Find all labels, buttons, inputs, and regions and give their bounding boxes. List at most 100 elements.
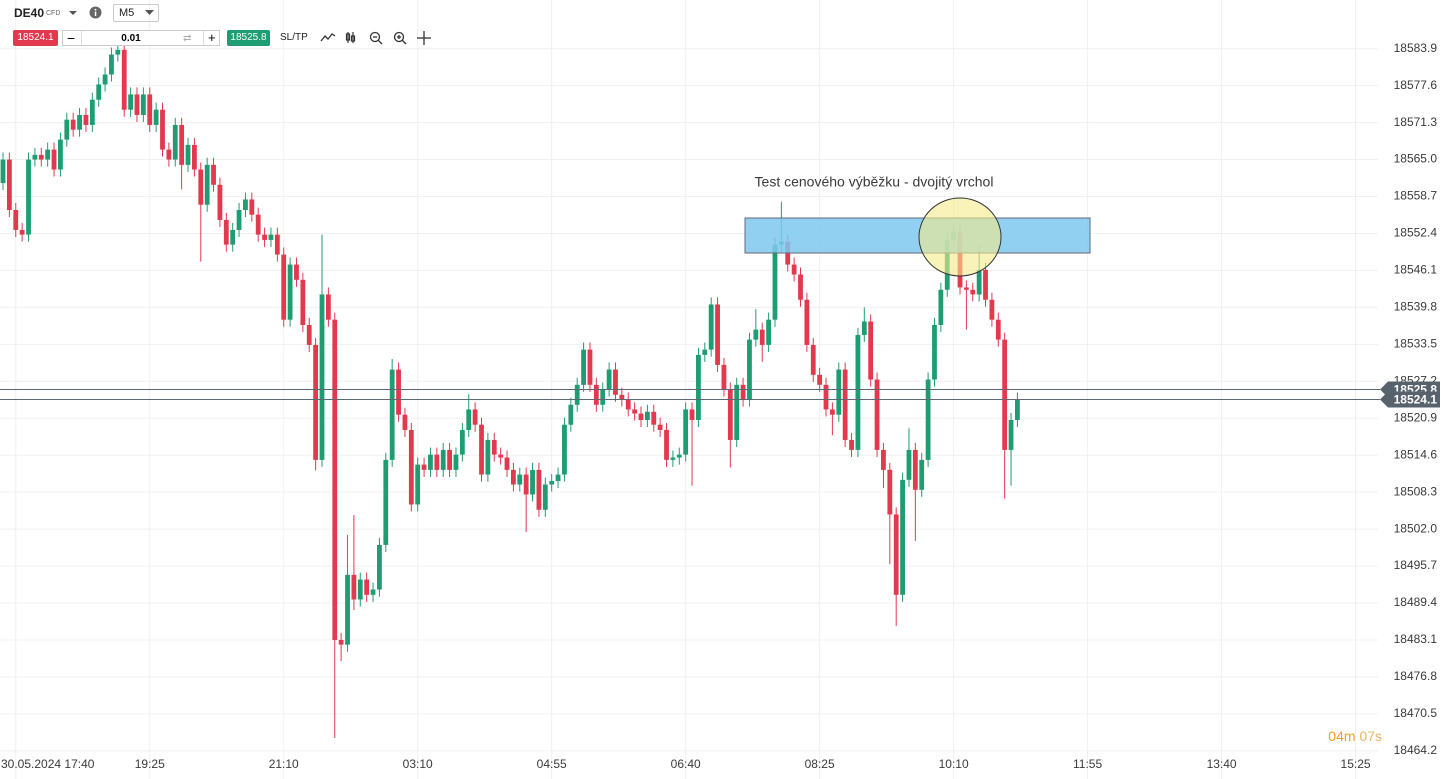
- candle-body: [747, 339, 752, 400]
- candle-body: [868, 321, 874, 380]
- candle-body: [89, 99, 95, 125]
- y-tick-label: 18565.0: [1394, 152, 1438, 166]
- x-tick-label: 11:55: [1073, 757, 1102, 771]
- candle-body: [204, 164, 210, 205]
- sltp-button[interactable]: SL/TP: [280, 32, 308, 43]
- symbol[interactable]: DE40: [14, 6, 45, 20]
- candle-body: [325, 294, 331, 320]
- candle-body: [300, 279, 306, 325]
- zone-rectangle: [744, 217, 1091, 254]
- candle-body: [657, 424, 663, 430]
- candle-body: [306, 324, 312, 345]
- candle-body: [19, 229, 25, 235]
- annotation-text: Test cenového výběžku - dvojitý vrchol: [755, 174, 994, 190]
- candle-body: [179, 124, 185, 165]
- candle-body: [766, 319, 771, 345]
- candle-body: [274, 234, 280, 255]
- y-tick-label: 18489.4: [1394, 595, 1438, 609]
- price-tag-label: 18524.1: [1394, 393, 1438, 407]
- sell-button[interactable]: 18524.1: [13, 30, 58, 46]
- candle-body: [900, 479, 905, 595]
- candle-body: [810, 344, 816, 375]
- plus-button[interactable]: +: [208, 30, 216, 45]
- x-tick-label: 06:40: [671, 757, 701, 771]
- y-tick-label: 18502.0: [1394, 521, 1438, 535]
- x-tick-label: 15:25: [1341, 757, 1371, 771]
- zoom-in-tool[interactable]: [393, 31, 407, 45]
- symbol-dropdown[interactable]: [68, 9, 78, 17]
- candle-body: [976, 269, 982, 295]
- candle-body: [613, 369, 618, 395]
- candle-body: [593, 384, 599, 405]
- candle-body: [855, 334, 861, 450]
- candle-body: [13, 210, 19, 230]
- candle-body: [128, 94, 133, 110]
- candle-body: [32, 154, 38, 160]
- candle-body: [485, 439, 491, 475]
- x-tick-label: 10:10: [939, 757, 969, 771]
- line-chart-tool[interactable]: [320, 33, 336, 42]
- candle-body: [772, 244, 778, 320]
- candle-body: [670, 457, 676, 460]
- y-tick-label: 18508.3: [1394, 484, 1438, 498]
- candle-body: [925, 379, 931, 460]
- candle-body: [447, 449, 452, 470]
- candle-body: [421, 464, 427, 470]
- candle-body: [625, 399, 631, 410]
- timeframe-select[interactable]: M5: [113, 4, 159, 22]
- candle-body: [268, 234, 274, 240]
- pan-tool[interactable]: [417, 31, 431, 45]
- candle-body: [102, 74, 108, 85]
- candle-body: [440, 449, 446, 470]
- candle-body: [402, 414, 408, 430]
- candle-body: [836, 369, 842, 415]
- candle-body: [77, 114, 82, 130]
- candle-body: [893, 514, 899, 595]
- candle-body: [377, 544, 382, 590]
- candle-body: [932, 324, 937, 380]
- candle-body: [58, 139, 63, 170]
- candle-timer: 04m 07s: [1328, 728, 1382, 744]
- candle-body: [632, 409, 638, 414]
- candle-body: [727, 389, 733, 440]
- candle-body: [983, 269, 988, 300]
- timeframe: M5: [119, 7, 135, 19]
- candle-body: [536, 469, 542, 510]
- zoom-out-tool[interactable]: [369, 31, 383, 45]
- candle-body: [523, 474, 529, 495]
- y-tick-label: 18558.7: [1394, 189, 1438, 203]
- candle-body: [287, 264, 293, 320]
- candle-body: [963, 287, 969, 290]
- quantity[interactable]: 0.01: [121, 33, 141, 44]
- candle-body: [408, 429, 414, 505]
- y-tick-label: 18470.5: [1394, 706, 1438, 720]
- candle-body: [396, 369, 401, 415]
- candle-body: [134, 94, 140, 115]
- candle-body: [364, 579, 370, 595]
- candle-chart-tool[interactable]: [345, 32, 356, 43]
- buy-button[interactable]: 18525.8: [227, 30, 270, 46]
- candle-body: [255, 214, 261, 235]
- candle-body: [581, 349, 586, 385]
- y-tick-label: 18539.8: [1394, 300, 1438, 314]
- candle-body: [517, 474, 523, 485]
- candle-body: [109, 54, 114, 75]
- candle-body: [383, 459, 389, 545]
- y-tick-label: 18552.4: [1394, 226, 1438, 240]
- minus-button[interactable]: −: [67, 30, 76, 46]
- info-icon[interactable]: [89, 6, 102, 19]
- candle-body: [587, 349, 593, 385]
- candle-body: [995, 319, 1001, 340]
- candle-body: [185, 144, 191, 165]
- candle-body: [453, 454, 459, 470]
- candle-body: [549, 481, 555, 485]
- candle-body: [230, 229, 236, 245]
- candle-body: [459, 429, 465, 455]
- candle-body: [51, 149, 57, 170]
- candle-body: [606, 369, 612, 390]
- candle-body: [1008, 420, 1014, 450]
- candle-body: [243, 199, 248, 211]
- candle-body: [64, 119, 70, 140]
- candle-body: [198, 169, 204, 205]
